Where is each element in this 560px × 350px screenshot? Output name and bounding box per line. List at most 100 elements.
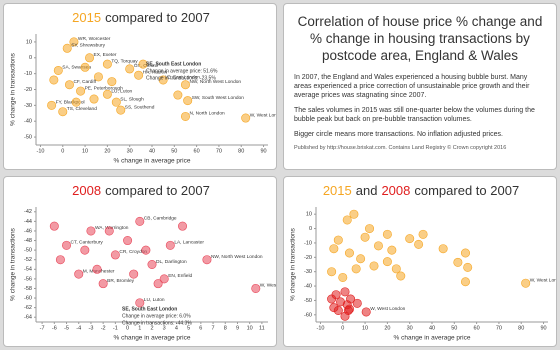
chart: 2015 and 2008 compared to 2007 -10 0 10 20 30 40 5… xyxy=(290,183,556,341)
y-tick-label: -42 xyxy=(24,209,32,215)
y-tick-label: 0 xyxy=(29,55,32,61)
point xyxy=(92,264,102,274)
point-label: HA, Harrow xyxy=(143,69,168,75)
y-tick-label: -40 xyxy=(24,119,32,125)
point xyxy=(93,72,103,82)
point-label: SY, Shrewsbury xyxy=(71,43,105,49)
point xyxy=(327,294,337,304)
info-title: Correlation of house price % change and … xyxy=(297,14,543,63)
point xyxy=(251,283,261,293)
x-tick-label: -2 xyxy=(101,325,106,331)
point xyxy=(521,278,531,288)
point xyxy=(365,224,375,234)
point-label: LA, Lancaster xyxy=(174,240,204,246)
annotation: SE, South East London xyxy=(122,306,177,312)
point xyxy=(104,226,114,236)
chart-title: 2015 and 2008 compared to 2007 xyxy=(323,183,519,198)
point-label: CR, Croydon xyxy=(119,249,147,255)
point xyxy=(351,264,361,274)
x-tick-label: 0 xyxy=(61,148,64,154)
point xyxy=(49,75,59,85)
point xyxy=(202,255,212,265)
x-tick-label: 40 xyxy=(429,325,435,331)
point-label: SW, South West London xyxy=(192,95,245,101)
title-part: 2015 xyxy=(72,10,101,25)
point xyxy=(338,272,348,282)
x-tick-label: -6 xyxy=(52,325,57,331)
point xyxy=(71,97,81,107)
point xyxy=(333,235,343,245)
x-tick-label: -1 xyxy=(113,325,118,331)
chart: 2008 compared to 2007 -7 -6 -5 -4 -3 -2 -1 0 1 2 3 4 5… xyxy=(10,183,276,341)
point xyxy=(344,248,354,258)
point xyxy=(129,269,139,279)
x-tick-label: 80 xyxy=(238,148,244,154)
y-tick-label: 10 xyxy=(26,39,32,45)
y-tick-label: 10 xyxy=(306,212,312,218)
point xyxy=(387,245,397,255)
chart-panel: 2008 compared to 2007 -7 -6 -5 -4 -3 -2 -1 0 1 2 3 4 5… xyxy=(3,176,277,347)
x-tick-label: 80 xyxy=(518,325,524,331)
point xyxy=(62,43,72,53)
point xyxy=(80,62,90,72)
point xyxy=(460,277,470,287)
point xyxy=(55,255,65,265)
y-tick-label: -54 xyxy=(24,267,32,273)
point-label: NW, North West London xyxy=(211,254,263,260)
paragraph: The sales volumes in 2015 was still one-… xyxy=(294,106,535,123)
point xyxy=(414,239,424,249)
y-tick-label: -60 xyxy=(304,312,312,318)
y-tick-label: -52 xyxy=(24,257,32,263)
point xyxy=(460,248,470,258)
point xyxy=(241,113,251,123)
y-tick-label: -20 xyxy=(24,87,32,93)
point xyxy=(98,279,108,289)
point xyxy=(180,80,190,90)
point xyxy=(391,264,401,274)
annotation: Change in average price: 51.6% xyxy=(146,68,218,74)
y-tick-label: -56 xyxy=(24,276,32,282)
point xyxy=(158,75,168,85)
point-label: TQ, Torquay xyxy=(111,58,138,64)
point xyxy=(178,221,188,231)
x-tick-label: 2 xyxy=(150,325,153,331)
point xyxy=(64,80,74,90)
y-axis-label: % change in transactions xyxy=(290,227,297,300)
x-tick-label: -5 xyxy=(64,325,69,331)
point-label: W, West London xyxy=(260,283,276,289)
x-tick-label: 9 xyxy=(236,325,239,331)
point xyxy=(62,240,72,250)
x-tick-label: 70 xyxy=(496,325,502,331)
x-tick-label: 10 xyxy=(82,148,88,154)
x-tick-label: -10 xyxy=(36,148,44,154)
y-tick-label: -50 xyxy=(24,248,32,254)
x-tick-label: 5 xyxy=(187,325,190,331)
y-tick-label: -58 xyxy=(24,286,32,292)
x-tick-label: 70 xyxy=(216,148,222,154)
y-axis-label: % change in transactions xyxy=(10,227,17,300)
y-tick-label: -30 xyxy=(304,269,312,275)
x-tick-label: -7 xyxy=(40,325,45,331)
point xyxy=(102,89,112,99)
point xyxy=(463,262,473,272)
y-tick-label: -64 xyxy=(24,315,32,321)
point xyxy=(76,86,86,96)
point xyxy=(58,107,68,117)
point-label: DL, Darlington xyxy=(156,259,187,265)
x-tick-label: 1 xyxy=(138,325,141,331)
title-part: compared to 2007 xyxy=(105,10,210,25)
x-tick-label: 60 xyxy=(474,325,480,331)
chart-panel: 2015 compared to 2007 -10 0 10 20 30 40 50 60 70 80… xyxy=(3,3,277,170)
point xyxy=(405,234,415,244)
point xyxy=(47,100,57,110)
point xyxy=(74,269,84,279)
x-tick-label: 4 xyxy=(175,325,178,331)
title-part: 2008 xyxy=(381,183,410,198)
x-tick-label: 0 xyxy=(341,325,344,331)
paragraph: In 2007, the England and Wales experienc… xyxy=(294,73,530,99)
y-tick-label: -46 xyxy=(24,228,32,234)
y-tick-label: -62 xyxy=(24,305,32,311)
point-label: EN, Enfield xyxy=(168,273,192,279)
x-tick-label: 40 xyxy=(149,148,155,154)
point xyxy=(69,37,79,47)
